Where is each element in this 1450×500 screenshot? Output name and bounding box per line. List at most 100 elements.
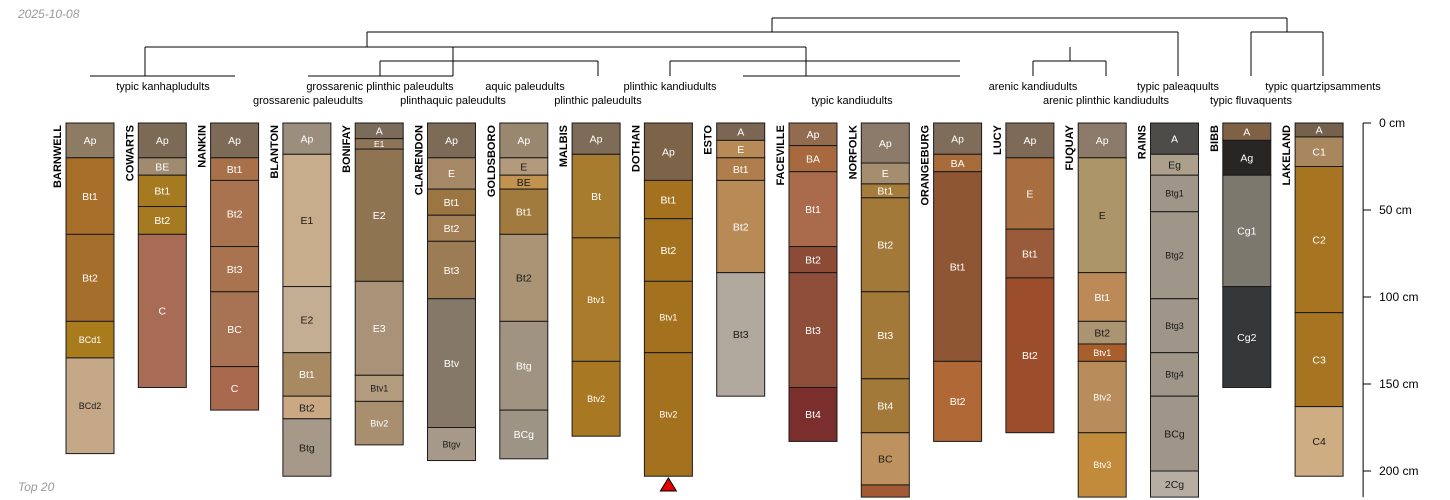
- horizon-label: E: [737, 144, 744, 156]
- horizon-faceville-bt4: [788, 386, 838, 442]
- profile-dothan: Ap Bt1 Bt2 Btv1 Btv2 DOTHAN: [630, 122, 693, 477]
- horizon-label: E: [882, 168, 889, 180]
- horizon-label: Bt3: [805, 325, 821, 337]
- horizon-rains-btg3: [1150, 298, 1199, 354]
- horizon-label: Bt3: [227, 264, 243, 276]
- profile-label-fuquay: FUQUAY: [1064, 124, 1076, 170]
- horizon-label: Btv1: [659, 312, 677, 322]
- profile-label-clarendon: CLARENDON: [414, 125, 426, 195]
- horizon-label: Bt1: [154, 186, 170, 198]
- horizon-label: Btv: [444, 358, 460, 370]
- profile-label-bibb: BIBB: [1209, 125, 1221, 152]
- horizon-label: Bt2: [733, 221, 749, 233]
- profiles: Ap Bt1 Bt2 BCd1 BCd2 BARNWELL Ap BE Bt1 Bt2 C COWAR…: [52, 122, 1344, 498]
- profile-goldsboro: Ap E BE Bt1 Bt2 Btg BCg GOLDSBORO: [486, 122, 549, 460]
- profile-clarendon: Ap E Bt1 Bt2 Bt3 Btv Btgv CLARENDON: [414, 122, 476, 462]
- horizon-clarendon-bt2: [427, 214, 476, 242]
- horizon-label: Btv1: [1093, 348, 1111, 358]
- horizon-orangeburg-bt1: [933, 171, 983, 362]
- profile-label-esto: ESTO: [703, 125, 715, 155]
- horizon-rains-a: [1150, 122, 1199, 155]
- profile-label-lucy: LUCY: [992, 124, 1004, 155]
- horizon-label: Bt1: [1094, 292, 1110, 304]
- horizon-bibb-cg2: [1222, 286, 1272, 388]
- horizon-label: BCg: [1164, 428, 1185, 440]
- horizon-label: Btv2: [659, 410, 677, 420]
- taxon-label-typic-fluvaquents: typic fluvaquents: [1210, 95, 1292, 107]
- horizon-barnwell-bt1: [65, 157, 115, 235]
- horizon-label: Ap: [590, 133, 603, 145]
- horizon-label: Bt2: [950, 396, 966, 408]
- horizon-lakeland-c4: [1294, 406, 1344, 477]
- depth-axis: 0 cm 50 cm 100 cm 150 cm 200 cm: [1362, 116, 1418, 498]
- horizon-label: A: [1171, 133, 1178, 145]
- horizon-label: Bt1: [1022, 248, 1038, 260]
- horizon-malbis-ap: [571, 122, 621, 155]
- horizon-bibb-ag: [1222, 139, 1272, 176]
- horizon-label: C4: [1312, 436, 1326, 448]
- horizon-label: BE: [155, 161, 169, 173]
- horizon-label: Ap: [156, 135, 169, 147]
- taxon-label-plinthic-kandiudults: plinthic kandiudults: [624, 81, 717, 93]
- horizon-rains-bcg: [1150, 395, 1199, 472]
- profile-label-rains: RAINS: [1137, 125, 1149, 159]
- horizon-label: Bt1: [805, 204, 821, 216]
- horizon-label: Ap: [445, 135, 458, 147]
- taxon-label-arenic-plinthic-kandiudults: arenic plinthic kandiudults: [1043, 95, 1169, 107]
- dendrogram: [90, 17, 1324, 77]
- profile-bonifay: AE1 E2 E3 Btv1 Btv2 BONIFAY: [341, 122, 404, 446]
- horizon-clarendon-ap: [427, 122, 476, 159]
- horizon-label: Btv2: [1093, 392, 1111, 402]
- horizon-label: Ap: [662, 146, 675, 158]
- horizon-label: Bt2: [82, 273, 98, 285]
- horizon-label: Bt2: [227, 208, 243, 220]
- horizon-fuquay-e: [1077, 157, 1127, 274]
- horizon-label: Btg3: [1165, 321, 1184, 331]
- taxa-labels: typic kanhapludults grossarenic plinthic …: [116, 81, 1381, 107]
- horizon-label: Btgv: [442, 439, 461, 449]
- horizon-lakeland-c2: [1294, 166, 1344, 314]
- horizon-goldsboro-bt2: [499, 233, 549, 322]
- profile-label-lakeland: LAKELAND: [1281, 125, 1293, 186]
- horizon-label: BCg: [514, 429, 535, 441]
- caption-label: Top 20: [18, 480, 55, 494]
- horizon-nankin-bt3: [210, 246, 260, 293]
- profile-faceville: Ap BA Bt1 Bt2 Bt3 Bt4 FACEVILLE: [775, 122, 838, 442]
- horizon-label: Eg: [1168, 160, 1181, 172]
- horizon-label: BE: [517, 177, 531, 189]
- horizon-label: Bt4: [877, 401, 893, 413]
- horizon-label: Bt1: [227, 164, 243, 176]
- horizon-label: BC: [878, 454, 893, 466]
- profile-barnwell: Ap Bt1 Bt2 BCd1 BCd2 BARNWELL: [52, 122, 115, 455]
- horizon-fuquay-ap: [1077, 122, 1127, 159]
- profile-bibb: A Ag Cg1 Cg2 BIBB: [1209, 122, 1272, 388]
- horizon-bonifay-btv2: [354, 400, 404, 446]
- horizon-label: Btv2: [587, 394, 605, 404]
- horizon-label: Bt2: [444, 223, 460, 235]
- horizon-label: Ap: [300, 133, 313, 145]
- profile-label-norfolk: NORFOLK: [847, 125, 859, 179]
- horizon-rains-btg1: [1150, 174, 1199, 213]
- horizon-label: Bt1: [444, 197, 460, 209]
- horizon-label: Ap: [807, 129, 820, 141]
- horizon-goldsboro-bt1: [499, 188, 549, 235]
- depth-tick-label: 0 cm: [1379, 116, 1405, 130]
- horizon-orangeburg-ap: [933, 122, 983, 155]
- profile-orangeburg: Ap BA Bt1 Bt2 ORANGEBURG: [920, 122, 983, 442]
- taxon-label-typic-quartzipsamments: typic quartzipsamments: [1265, 81, 1381, 93]
- horizon-goldsboro-bcg: [499, 409, 549, 460]
- horizon-goldsboro-ap: [499, 122, 549, 159]
- horizon-fuquay-btv2: [1077, 360, 1127, 434]
- horizon-fuquay-bt1: [1077, 272, 1127, 322]
- profile-fuquay: Ap E Bt1 Bt2 Btv1 Btv2 Btv3 FUQUAY: [1064, 122, 1127, 498]
- truncation-marker: [659, 477, 678, 492]
- horizon-label: Btg: [299, 442, 315, 454]
- horizon-label: C1: [1312, 146, 1326, 158]
- horizon-clarendon-bt3: [427, 240, 476, 300]
- horizon-faceville-bt2: [788, 246, 838, 274]
- horizon-label: Btg1: [1165, 189, 1184, 199]
- horizon-fuquay-btv3: [1077, 432, 1127, 498]
- horizon-label: Bt1: [299, 369, 315, 381]
- profile-label-nankin: NANKIN: [197, 125, 209, 168]
